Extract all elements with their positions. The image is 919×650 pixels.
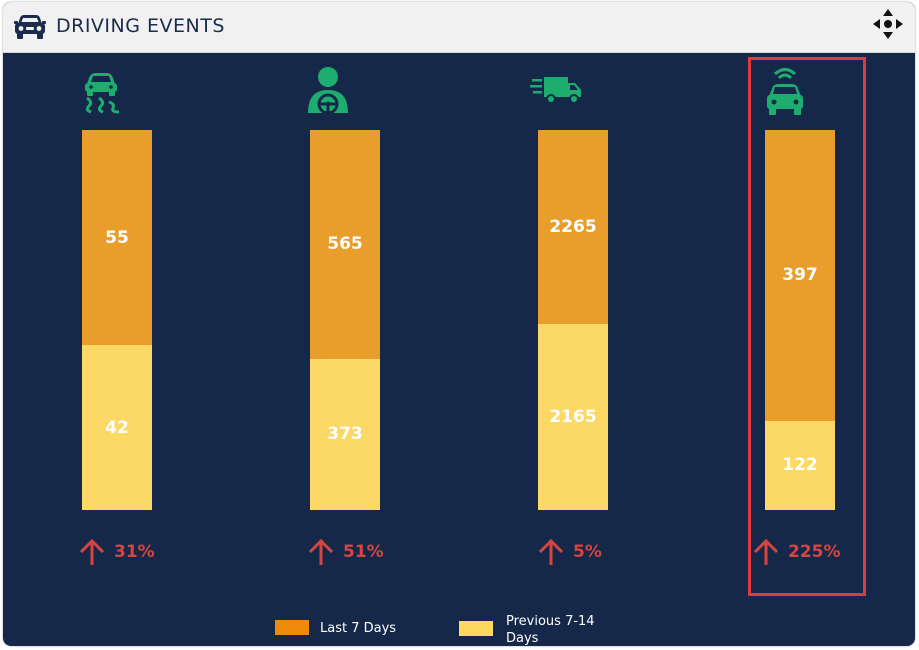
highlighted-column-box bbox=[748, 57, 866, 596]
legend-label-line-2: Days bbox=[506, 631, 539, 646]
stacked-bar: 55 42 bbox=[82, 130, 152, 510]
arrow-up-icon bbox=[308, 538, 334, 565]
data-label-previous-7-14-days: 42 bbox=[105, 417, 129, 438]
data-label-previous-7-14-days: 2165 bbox=[549, 407, 597, 428]
legend-previous-7-14-days: Previous 7-14 Days bbox=[459, 613, 619, 646]
legend-swatch-previous-7-14-days bbox=[459, 621, 493, 636]
change-indicator: 31% bbox=[79, 537, 155, 567]
data-label-last-7-days: 55 bbox=[105, 227, 129, 248]
change-indicator: 51% bbox=[308, 537, 384, 567]
change-percent: 5% bbox=[573, 542, 602, 562]
bar-segment-last-7-days[interactable] bbox=[765, 130, 835, 421]
change-percent: 225% bbox=[788, 542, 841, 562]
data-label-previous-7-14-days: 373 bbox=[327, 424, 363, 445]
arrow-up-icon bbox=[79, 538, 105, 565]
legend-label-last-7-days: Last 7 Days bbox=[320, 621, 397, 636]
stacked-bar: 565 373 bbox=[310, 130, 380, 510]
bar-segment-previous-7-14-days[interactable] bbox=[310, 358, 380, 510]
change-indicator: 5% bbox=[538, 537, 602, 567]
legend-last-7-days: Last 7 Days bbox=[275, 614, 425, 644]
move-icon[interactable] bbox=[872, 8, 904, 40]
connected-car-icon bbox=[767, 68, 803, 115]
card-header: DRIVING EVENTS bbox=[3, 2, 915, 53]
bar-segment-last-7-days[interactable] bbox=[310, 130, 380, 359]
bar-segment-last-7-days[interactable] bbox=[82, 130, 152, 346]
arrow-up-icon bbox=[538, 538, 564, 565]
legend-swatch-last-7-days bbox=[275, 620, 309, 635]
legend-label-previous-7-14-days: Previous 7-14 Days bbox=[506, 613, 595, 646]
card-title: DRIVING EVENTS bbox=[56, 15, 225, 37]
bar-segment-previous-7-14-days[interactable] bbox=[82, 345, 152, 510]
skidding-car-icon bbox=[85, 73, 120, 114]
data-label-last-7-days: 397 bbox=[782, 265, 818, 286]
change-indicator: 225% bbox=[753, 537, 841, 567]
stacked-bar: 397 122 bbox=[765, 130, 835, 510]
bar-segment-previous-7-14-days[interactable] bbox=[765, 420, 835, 510]
driving-events-card: DRIVING EVENTS bbox=[3, 2, 915, 646]
stacked-bar: 2265 2165 bbox=[538, 130, 608, 510]
change-percent: 51% bbox=[343, 542, 384, 562]
driver-icon bbox=[308, 67, 348, 114]
arrow-up-icon bbox=[753, 538, 779, 565]
data-label-last-7-days: 2265 bbox=[549, 217, 597, 238]
speeding-truck-icon bbox=[530, 77, 581, 104]
bar-segment-last-7-days[interactable] bbox=[538, 130, 608, 325]
change-percent: 31% bbox=[114, 542, 155, 562]
data-label-last-7-days: 565 bbox=[327, 234, 363, 255]
car-icon bbox=[14, 15, 46, 39]
legend-label-line-1: Previous 7-14 bbox=[506, 614, 595, 629]
bar-segment-previous-7-14-days[interactable] bbox=[538, 324, 608, 510]
data-label-previous-7-14-days: 122 bbox=[782, 455, 818, 476]
